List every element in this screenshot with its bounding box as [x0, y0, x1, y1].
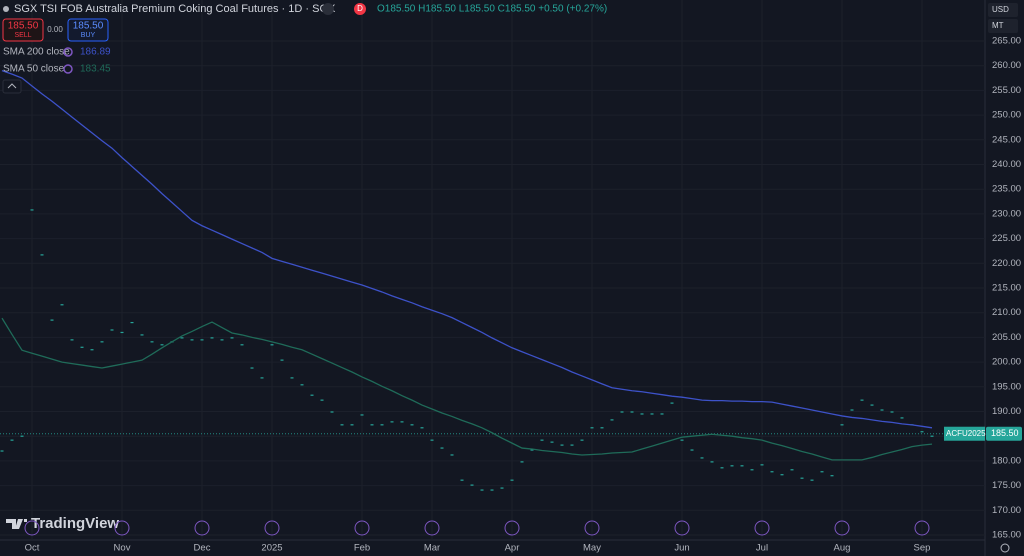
x-tick-label: Feb	[354, 543, 370, 554]
settings-icon[interactable]	[1000, 543, 1010, 553]
unit: MT	[992, 21, 1004, 30]
legend-icon	[63, 47, 73, 57]
series-tag	[944, 426, 985, 441]
x-tick-label: 2025	[261, 543, 282, 554]
spread: 0.00	[47, 25, 63, 34]
chart-title: SGX TSI FOB Australia Premium Coking Coa…	[14, 3, 336, 15]
event-icon	[674, 520, 690, 536]
y-tick-label: 250.00	[992, 110, 1021, 121]
buy-button[interactable]	[67, 18, 109, 42]
y-tick-label: 205.00	[992, 332, 1021, 343]
event-icon	[834, 520, 850, 536]
interval-badge	[354, 3, 366, 15]
ohlc: O185.50 H185.50 L185.50 C185.50 +0.50 (+…	[377, 4, 607, 15]
y-tick-label: 220.00	[992, 258, 1021, 269]
collapse-icon	[7, 83, 17, 89]
y-tick-label: 175.00	[992, 480, 1021, 491]
legend: SMA 200 close 186.89 SMA 50 close 183.45	[3, 47, 111, 75]
y-tick-label: 265.00	[992, 36, 1021, 47]
x-tick-label: Jun	[674, 543, 689, 554]
y-tick-label: 235.00	[992, 184, 1021, 195]
legend-icon	[63, 64, 73, 74]
y-tick-label: 180.00	[992, 455, 1021, 466]
series-tag-name: ACFU2025	[946, 429, 986, 438]
collapse-button[interactable]	[2, 79, 22, 94]
event-icon	[424, 520, 440, 536]
legend-label: SMA 50 close	[3, 64, 65, 75]
event-icon	[354, 520, 370, 536]
price-tag	[986, 426, 1022, 441]
y-tick-label: 170.00	[992, 505, 1021, 516]
y-tick-label: 200.00	[992, 357, 1021, 368]
y-tick-label: 255.00	[992, 85, 1021, 96]
price-tag-label: 185.50	[991, 428, 1019, 438]
event-icon	[504, 520, 520, 536]
x-tick-label: Dec	[194, 543, 211, 554]
y-tick-label: 245.00	[992, 134, 1021, 145]
x-tick-label: Sep	[914, 543, 931, 554]
y-tick-label: 260.00	[992, 60, 1021, 71]
sell-price: 185.50	[8, 21, 39, 32]
event-icon	[114, 520, 130, 536]
grid	[0, 0, 985, 540]
x-tick-label: Aug	[834, 543, 851, 554]
symbol-icon	[3, 6, 9, 12]
legend-value: 186.89	[80, 47, 111, 58]
sma-line	[1, 70, 933, 429]
sma-line	[1, 317, 933, 461]
y-tick-label: 165.00	[992, 530, 1021, 541]
y-tick-label: 210.00	[992, 307, 1021, 318]
unit-box[interactable]	[988, 19, 1018, 33]
x-tick-label: Apr	[505, 543, 520, 554]
event-icon	[914, 520, 930, 536]
y-tick-label: 225.00	[992, 233, 1021, 244]
x-tick-label: May	[583, 543, 601, 554]
buy-price: 185.50	[73, 21, 104, 32]
plot	[0, 70, 985, 491]
watermark-logo	[6, 519, 27, 529]
interval-text: D	[357, 4, 363, 13]
currency-box[interactable]	[988, 3, 1018, 17]
event-icon	[584, 520, 600, 536]
y-tick-label: 240.00	[992, 159, 1021, 170]
event-icon	[24, 520, 40, 536]
y-tick-label: 215.00	[992, 283, 1021, 294]
x-tick-label: Jul	[756, 543, 768, 554]
currency: USD	[992, 5, 1009, 14]
event-icon	[194, 520, 210, 536]
event-icon	[754, 520, 770, 536]
menu-button[interactable]	[322, 3, 334, 15]
y-tick-label: 230.00	[992, 208, 1021, 219]
sell-button[interactable]	[2, 18, 44, 42]
legend-value: 183.45	[80, 64, 111, 75]
x-tick-label: Nov	[114, 543, 131, 554]
event-icon	[264, 520, 280, 536]
sell-label: SELL	[14, 32, 31, 39]
x-tick-label: Mar	[424, 543, 440, 554]
buy-label: BUY	[81, 32, 96, 39]
y-tick-label: 190.00	[992, 406, 1021, 417]
watermark: TradingView	[31, 515, 119, 532]
legend-label: SMA 200 close	[3, 47, 70, 58]
x-tick-label: Oct	[25, 543, 40, 554]
y-tick-label: 195.00	[992, 381, 1021, 392]
